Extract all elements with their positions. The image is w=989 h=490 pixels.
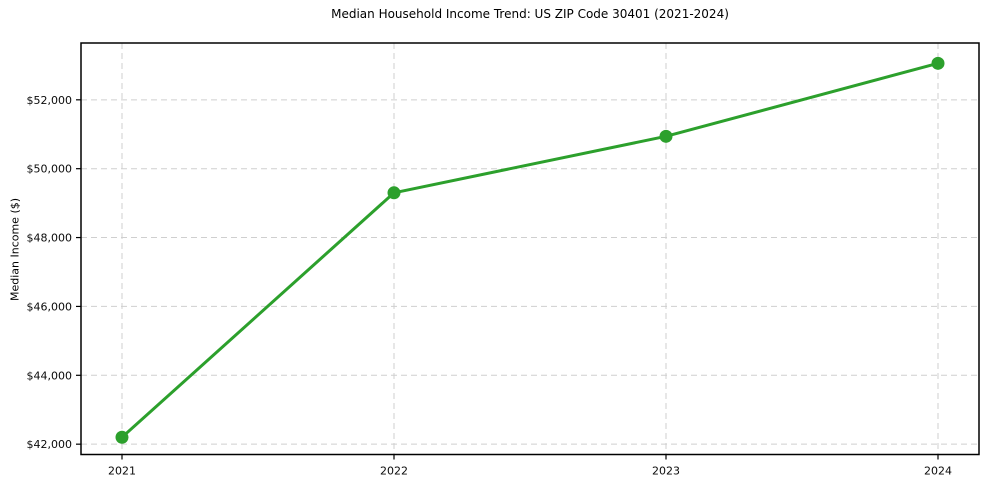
y-tick-label: $48,000 [27, 232, 73, 245]
data-point [931, 56, 945, 70]
y-tick-label: $42,000 [27, 438, 73, 451]
trend-line [120, 61, 940, 439]
x-tick-label: 2023 [652, 465, 680, 478]
x-tick-label: 2024 [924, 465, 952, 478]
y-tick-label: $44,000 [27, 369, 73, 382]
y-tick-label: $52,000 [27, 94, 73, 107]
y-tick-label: $46,000 [27, 300, 73, 313]
x-tick-label: 2021 [108, 465, 136, 478]
data-point [387, 186, 401, 200]
chart-title: Median Household Income Trend: US ZIP Co… [331, 7, 729, 21]
data-point [659, 129, 673, 143]
plot-border [80, 42, 980, 456]
data-point [115, 430, 129, 444]
x-tick-label: 2022 [380, 465, 408, 478]
y-tick-label: $50,000 [27, 163, 73, 176]
